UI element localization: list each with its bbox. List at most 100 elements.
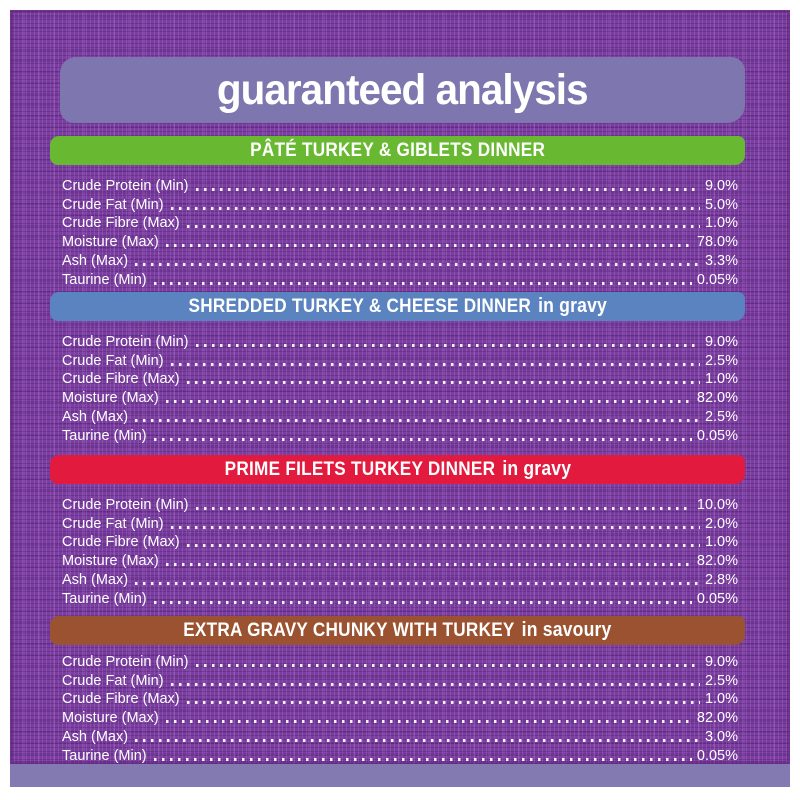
nutrient-value: 3.3% xyxy=(704,252,738,269)
dot-leader xyxy=(170,206,700,210)
dot-leader xyxy=(165,400,692,404)
nutrient-value: 9.0% xyxy=(704,333,738,350)
dot-leader xyxy=(165,720,692,724)
nutrient-value: 1.0% xyxy=(704,371,738,388)
analysis-row: Crude Protein (Min) 9.0% xyxy=(62,332,738,351)
dot-leader xyxy=(153,437,692,441)
nutrient-value: 2.8% xyxy=(704,571,738,588)
analysis-row: Ash (Max) 2.5% xyxy=(62,407,738,426)
nutrient-label: Taurine (Min) xyxy=(62,590,147,607)
analysis-row: Crude Protein (Min) 9.0% xyxy=(62,176,738,195)
nutrient-label: Taurine (Min) xyxy=(62,271,147,288)
dot-leader xyxy=(195,343,700,347)
nutrient-label: Crude Fibre (Max) xyxy=(62,371,180,388)
nutrient-label: Moisture (Max) xyxy=(62,553,159,570)
nutrient-label: Ash (Max) xyxy=(62,252,129,269)
section-title-suffix: in gravy xyxy=(501,458,571,480)
dot-leader xyxy=(153,757,692,761)
dot-leader xyxy=(165,244,692,248)
dot-leader xyxy=(195,663,700,667)
nutrient-label: Moisture (Max) xyxy=(62,390,159,407)
nutrient-label: Crude Fibre (Max) xyxy=(62,691,180,708)
nutrient-value: 0.05% xyxy=(696,590,738,607)
nutrient-value: 82.0% xyxy=(696,553,738,570)
nutrient-label: Ash (Max) xyxy=(62,408,129,425)
section-title-suffix: in gravy xyxy=(537,295,607,317)
nutrient-value: 3.0% xyxy=(704,728,738,745)
page-title: guaranteed analysis xyxy=(217,65,589,114)
analysis-row: Crude Fibre (Max) 1.0% xyxy=(62,533,738,552)
nutrient-value: 2.5% xyxy=(704,408,738,425)
section-header-bar: PÂTÉ TURKEY & GIBLETS DINNER xyxy=(50,136,745,165)
analysis-row: Moisture (Max) 82.0% xyxy=(62,708,738,727)
dot-leader xyxy=(186,225,700,229)
nutrient-value: 5.0% xyxy=(704,196,738,213)
analysis-row: Ash (Max) 3.0% xyxy=(62,727,738,746)
nutrient-label: Crude Fibre (Max) xyxy=(62,215,180,232)
nutrient-value: 2.0% xyxy=(704,515,738,532)
section-header-text: EXTRA GRAVY CHUNKY WITH TURKEY in savour… xyxy=(183,619,611,642)
nutrient-value: 10.0% xyxy=(696,496,738,513)
dot-leader xyxy=(153,600,692,604)
nutrient-value: 78.0% xyxy=(696,234,738,251)
analysis-row: Taurine (Min) 0.05% xyxy=(62,589,738,608)
nutrient-value: 0.05% xyxy=(696,427,738,444)
analysis-row: Taurine (Min) 0.05% xyxy=(62,426,738,445)
analysis-table: Crude Protein (Min) 10.0% Crude Fat (Min… xyxy=(62,495,738,608)
nutrient-value: 82.0% xyxy=(696,710,738,727)
nutrient-value: 9.0% xyxy=(704,177,738,194)
dot-leader xyxy=(186,544,700,548)
dot-leader xyxy=(170,362,700,366)
dot-leader xyxy=(135,418,700,422)
nutrient-label: Crude Fat (Min) xyxy=(62,352,164,369)
nutrient-label: Crude Protein (Min) xyxy=(62,333,189,350)
title-banner: guaranteed analysis xyxy=(60,57,745,123)
nutrient-label: Moisture (Max) xyxy=(62,234,159,251)
dot-leader xyxy=(135,738,700,742)
section-header-bar: SHREDDED TURKEY & CHEESE DINNER in gravy xyxy=(50,292,745,321)
section-header-text: PRIME FILETS TURKEY DINNER in gravy xyxy=(224,458,571,481)
nutrient-label: Crude Fat (Min) xyxy=(62,672,164,689)
nutrient-label: Taurine (Min) xyxy=(62,747,147,764)
nutrient-label: Crude Protein (Min) xyxy=(62,177,189,194)
analysis-row: Taurine (Min) 0.05% xyxy=(62,746,738,765)
bottom-strip xyxy=(10,764,790,787)
section-title: PRIME FILETS TURKEY DINNER xyxy=(224,458,495,480)
nutrient-value: 1.0% xyxy=(704,215,738,232)
analysis-row: Crude Fibre (Max) 1.0% xyxy=(62,214,738,233)
nutrient-value: 1.0% xyxy=(704,691,738,708)
analysis-row: Crude Fat (Min) 2.5% xyxy=(62,351,738,370)
analysis-row: Moisture (Max) 82.0% xyxy=(62,551,738,570)
dot-leader xyxy=(195,506,692,510)
nutrient-label: Crude Fibre (Max) xyxy=(62,534,180,551)
analysis-row: Crude Fat (Min) 2.0% xyxy=(62,514,738,533)
section-header-text: SHREDDED TURKEY & CHEESE DINNER in gravy xyxy=(188,295,606,318)
nutrient-label: Ash (Max) xyxy=(62,571,129,588)
dot-leader xyxy=(135,262,700,266)
analysis-row: Moisture (Max) 78.0% xyxy=(62,232,738,251)
analysis-row: Crude Protein (Min) 10.0% xyxy=(62,495,738,514)
analysis-table: Crude Protein (Min) 9.0% Crude Fat (Min)… xyxy=(62,176,738,289)
dot-leader xyxy=(170,525,700,529)
analysis-row: Ash (Max) 2.8% xyxy=(62,570,738,589)
nutrient-value: 2.5% xyxy=(704,672,738,689)
nutrient-label: Moisture (Max) xyxy=(62,710,159,727)
dot-leader xyxy=(186,381,700,385)
nutrient-value: 1.0% xyxy=(704,534,738,551)
nutrient-label: Crude Protein (Min) xyxy=(62,496,189,513)
nutrient-label: Taurine (Min) xyxy=(62,427,147,444)
dot-leader xyxy=(170,682,700,686)
section-header-text: PÂTÉ TURKEY & GIBLETS DINNER xyxy=(250,139,545,162)
analysis-row: Taurine (Min) 0.05% xyxy=(62,270,738,289)
nutrient-label: Crude Fat (Min) xyxy=(62,196,164,213)
section-title: SHREDDED TURKEY & CHEESE DINNER xyxy=(188,295,531,317)
analysis-row: Crude Fibre (Max) 1.0% xyxy=(62,690,738,709)
section-header-bar: EXTRA GRAVY CHUNKY WITH TURKEY in savour… xyxy=(50,616,745,645)
section-title: PÂTÉ TURKEY & GIBLETS DINNER xyxy=(249,139,545,161)
nutrient-label: Ash (Max) xyxy=(62,728,129,745)
nutrient-value: 82.0% xyxy=(696,390,738,407)
section-header-bar: PRIME FILETS TURKEY DINNER in gravy xyxy=(50,455,745,484)
analysis-row: Crude Fat (Min) 5.0% xyxy=(62,195,738,214)
dot-leader xyxy=(195,187,700,191)
